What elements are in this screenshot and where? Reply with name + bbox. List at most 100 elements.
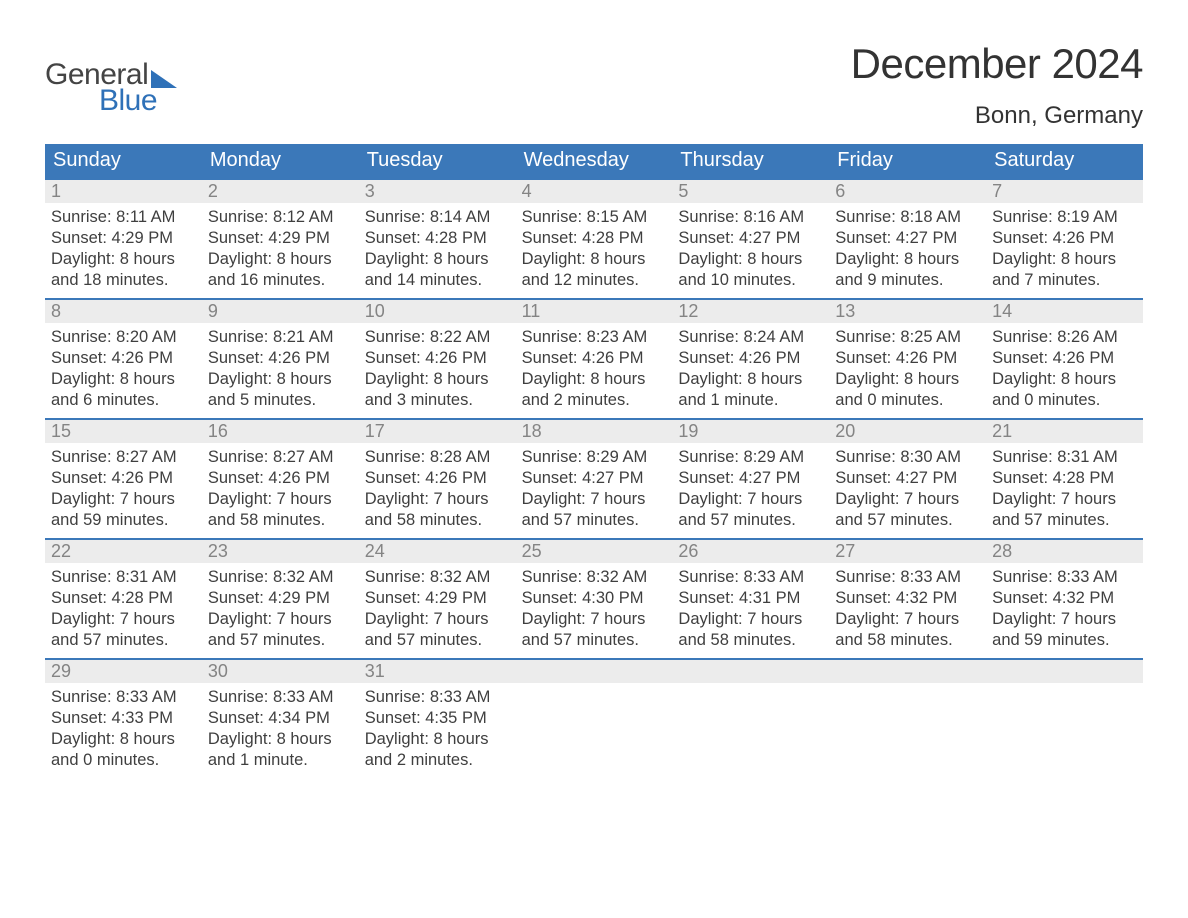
calendar-day: 8Sunrise: 8:20 AMSunset: 4:26 PMDaylight… [45, 300, 202, 418]
daylight-line2: and 57 minutes. [208, 630, 353, 651]
sunset-text: Sunset: 4:26 PM [365, 348, 510, 369]
calendar-day: 30Sunrise: 8:33 AMSunset: 4:34 PMDayligh… [202, 660, 359, 778]
sunrise-text: Sunrise: 8:29 AM [678, 447, 823, 468]
daylight-line1: Daylight: 8 hours [51, 369, 196, 390]
sunrise-text: Sunrise: 8:20 AM [51, 327, 196, 348]
sunrise-text: Sunrise: 8:31 AM [992, 447, 1137, 468]
day-number: 6 [829, 180, 986, 203]
daylight-line2: and 5 minutes. [208, 390, 353, 411]
calendar-day: 23Sunrise: 8:32 AMSunset: 4:29 PMDayligh… [202, 540, 359, 658]
day-number: 19 [672, 420, 829, 443]
day-number: 26 [672, 540, 829, 563]
daylight-line2: and 58 minutes. [678, 630, 823, 651]
day-number: 2 [202, 180, 359, 203]
day-number: 1 [45, 180, 202, 203]
day-body: Sunrise: 8:27 AMSunset: 4:26 PMDaylight:… [45, 443, 202, 537]
day-number: 14 [986, 300, 1143, 323]
sunset-text: Sunset: 4:26 PM [365, 468, 510, 489]
daylight-line2: and 59 minutes. [51, 510, 196, 531]
calendar-day: 10Sunrise: 8:22 AMSunset: 4:26 PMDayligh… [359, 300, 516, 418]
daylight-line2: and 57 minutes. [678, 510, 823, 531]
day-body: Sunrise: 8:20 AMSunset: 4:26 PMDaylight:… [45, 323, 202, 417]
daylight-line2: and 3 minutes. [365, 390, 510, 411]
daylight-line2: and 1 minute. [208, 750, 353, 771]
daylight-line2: and 58 minutes. [208, 510, 353, 531]
day-number: 22 [45, 540, 202, 563]
calendar-week: 15Sunrise: 8:27 AMSunset: 4:26 PMDayligh… [45, 418, 1143, 538]
daylight-line2: and 57 minutes. [992, 510, 1137, 531]
sunrise-text: Sunrise: 8:11 AM [51, 207, 196, 228]
daylight-line1: Daylight: 8 hours [522, 369, 667, 390]
calendar-day: 4 Sunrise: 8:15 AMSunset: 4:28 PMDaylight… [516, 180, 673, 298]
day-number: 21 [986, 420, 1143, 443]
sunrise-text: Sunrise: 8:33 AM [51, 687, 196, 708]
daylight-line2: and 57 minutes. [522, 630, 667, 651]
daylight-line1: Daylight: 8 hours [678, 249, 823, 270]
daylight-line1: Daylight: 7 hours [678, 609, 823, 630]
day-number: 27 [829, 540, 986, 563]
daylight-line2: and 0 minutes. [51, 750, 196, 771]
daylight-line1: Daylight: 7 hours [835, 609, 980, 630]
calendar-day: 13Sunrise: 8:25 AMSunset: 4:26 PMDayligh… [829, 300, 986, 418]
sunrise-text: Sunrise: 8:33 AM [835, 567, 980, 588]
sunset-text: Sunset: 4:31 PM [678, 588, 823, 609]
calendar-day: 17Sunrise: 8:28 AMSunset: 4:26 PMDayligh… [359, 420, 516, 538]
daylight-line1: Daylight: 8 hours [522, 249, 667, 270]
day-number: 17 [359, 420, 516, 443]
day-number: 11 [516, 300, 673, 323]
daylight-line2: and 57 minutes. [835, 510, 980, 531]
sunset-text: Sunset: 4:26 PM [51, 348, 196, 369]
daylight-line1: Daylight: 8 hours [992, 249, 1137, 270]
sunset-text: Sunset: 4:33 PM [51, 708, 196, 729]
daylight-line2: and 0 minutes. [992, 390, 1137, 411]
day-body: Sunrise: 8:33 AMSunset: 4:32 PMDaylight:… [829, 563, 986, 657]
day-number: 23 [202, 540, 359, 563]
daylight-line1: Daylight: 7 hours [992, 489, 1137, 510]
daylight-line1: Daylight: 8 hours [208, 369, 353, 390]
daylight-line2: and 9 minutes. [835, 270, 980, 291]
day-number [986, 660, 1143, 683]
daylight-line2: and 57 minutes. [522, 510, 667, 531]
sunset-text: Sunset: 4:28 PM [992, 468, 1137, 489]
day-body [516, 683, 673, 693]
sunrise-text: Sunrise: 8:30 AM [835, 447, 980, 468]
sunset-text: Sunset: 4:28 PM [522, 228, 667, 249]
day-number: 8 [45, 300, 202, 323]
sunrise-text: Sunrise: 8:12 AM [208, 207, 353, 228]
daylight-line2: and 14 minutes. [365, 270, 510, 291]
day-body [986, 683, 1143, 693]
sunset-text: Sunset: 4:35 PM [365, 708, 510, 729]
calendar-day: 24Sunrise: 8:32 AMSunset: 4:29 PMDayligh… [359, 540, 516, 658]
sunrise-text: Sunrise: 8:16 AM [678, 207, 823, 228]
day-number [516, 660, 673, 683]
sunrise-text: Sunrise: 8:32 AM [522, 567, 667, 588]
daylight-line1: Daylight: 8 hours [208, 729, 353, 750]
sunrise-text: Sunrise: 8:15 AM [522, 207, 667, 228]
sunset-text: Sunset: 4:27 PM [835, 468, 980, 489]
day-body: Sunrise: 8:33 AMSunset: 4:33 PMDaylight:… [45, 683, 202, 777]
day-number: 20 [829, 420, 986, 443]
calendar-day: 16Sunrise: 8:27 AMSunset: 4:26 PMDayligh… [202, 420, 359, 538]
sunrise-text: Sunrise: 8:22 AM [365, 327, 510, 348]
sunrise-text: Sunrise: 8:32 AM [208, 567, 353, 588]
sunset-text: Sunset: 4:26 PM [835, 348, 980, 369]
daylight-line2: and 18 minutes. [51, 270, 196, 291]
sunset-text: Sunset: 4:28 PM [365, 228, 510, 249]
calendar-day: 19Sunrise: 8:29 AMSunset: 4:27 PMDayligh… [672, 420, 829, 538]
calendar-day: 12Sunrise: 8:24 AMSunset: 4:26 PMDayligh… [672, 300, 829, 418]
calendar-week: 22Sunrise: 8:31 AMSunset: 4:28 PMDayligh… [45, 538, 1143, 658]
day-body: Sunrise: 8:16 AMSunset: 4:27 PMDaylight:… [672, 203, 829, 297]
day-number: 5 [672, 180, 829, 203]
day-body: Sunrise: 8:27 AMSunset: 4:26 PMDaylight:… [202, 443, 359, 537]
sunrise-text: Sunrise: 8:25 AM [835, 327, 980, 348]
sunset-text: Sunset: 4:32 PM [835, 588, 980, 609]
sunset-text: Sunset: 4:29 PM [365, 588, 510, 609]
calendar-day [986, 660, 1143, 778]
calendar-day: 29Sunrise: 8:33 AMSunset: 4:33 PMDayligh… [45, 660, 202, 778]
weekday-header: Saturday [986, 144, 1143, 178]
day-number: 4 [516, 180, 673, 203]
daylight-line2: and 57 minutes. [51, 630, 196, 651]
day-number: 7 [986, 180, 1143, 203]
calendar-day: 11Sunrise: 8:23 AMSunset: 4:26 PMDayligh… [516, 300, 673, 418]
day-number: 24 [359, 540, 516, 563]
